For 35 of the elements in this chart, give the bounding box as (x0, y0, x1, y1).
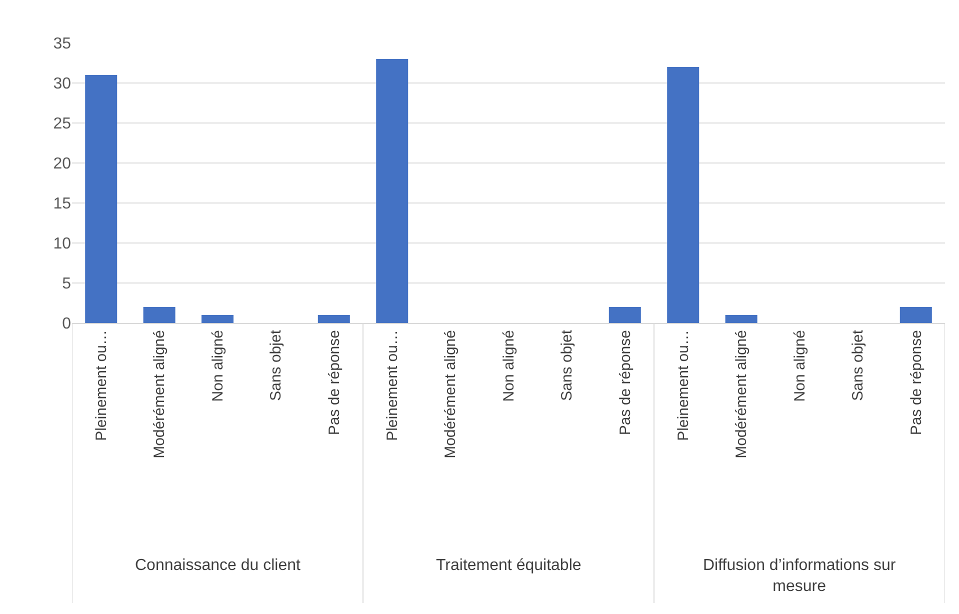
x-tick-label: Pleinement ou… (384, 330, 401, 441)
x-tick-label: Pas de réponse (326, 330, 343, 436)
y-tick-label: 0 (62, 316, 72, 333)
bar (318, 315, 350, 323)
bar (608, 307, 641, 323)
x-tick-label: Modérément aligné (442, 330, 460, 458)
x-tick-label: Sans objet (850, 329, 867, 401)
x-tick-label: Modérément aligné (151, 330, 168, 458)
text: Traitement équitable (436, 557, 582, 574)
x-tick-label: Non aligné (791, 330, 808, 402)
y-tick-label: 10 (53, 236, 72, 253)
bar (376, 59, 408, 323)
bar (900, 307, 932, 323)
bar (725, 315, 758, 323)
y-tick-label: 5 (62, 276, 72, 293)
text: Diffusion d’informations sur mesure (703, 557, 896, 595)
y-tick-label: 35 (53, 36, 72, 53)
x-tick-label: Non aligné (209, 330, 226, 402)
x-tick-label: Pas de réponse (908, 330, 925, 436)
bar (143, 307, 176, 323)
bar (667, 67, 700, 323)
bar (85, 75, 118, 323)
y-tick-label: 15 (53, 196, 72, 213)
x-tick-label: Pleinement ou… (92, 330, 110, 441)
x-tick-label: Sans objet (268, 329, 285, 401)
x-tick-label: Pas de réponse (616, 330, 634, 436)
text: Connaissance du client (135, 557, 301, 574)
x-tick-label: Sans objet (558, 329, 576, 401)
y-tick-label: 25 (53, 116, 72, 133)
x-tick-label: Pleinement ou… (674, 330, 692, 441)
y-tick-label: 30 (53, 76, 72, 93)
y-tick-label: 20 (53, 156, 72, 173)
x-tick-label: Non aligné (500, 330, 518, 402)
x-tick-label: Modérément aligné (733, 330, 750, 458)
bar (202, 315, 234, 323)
